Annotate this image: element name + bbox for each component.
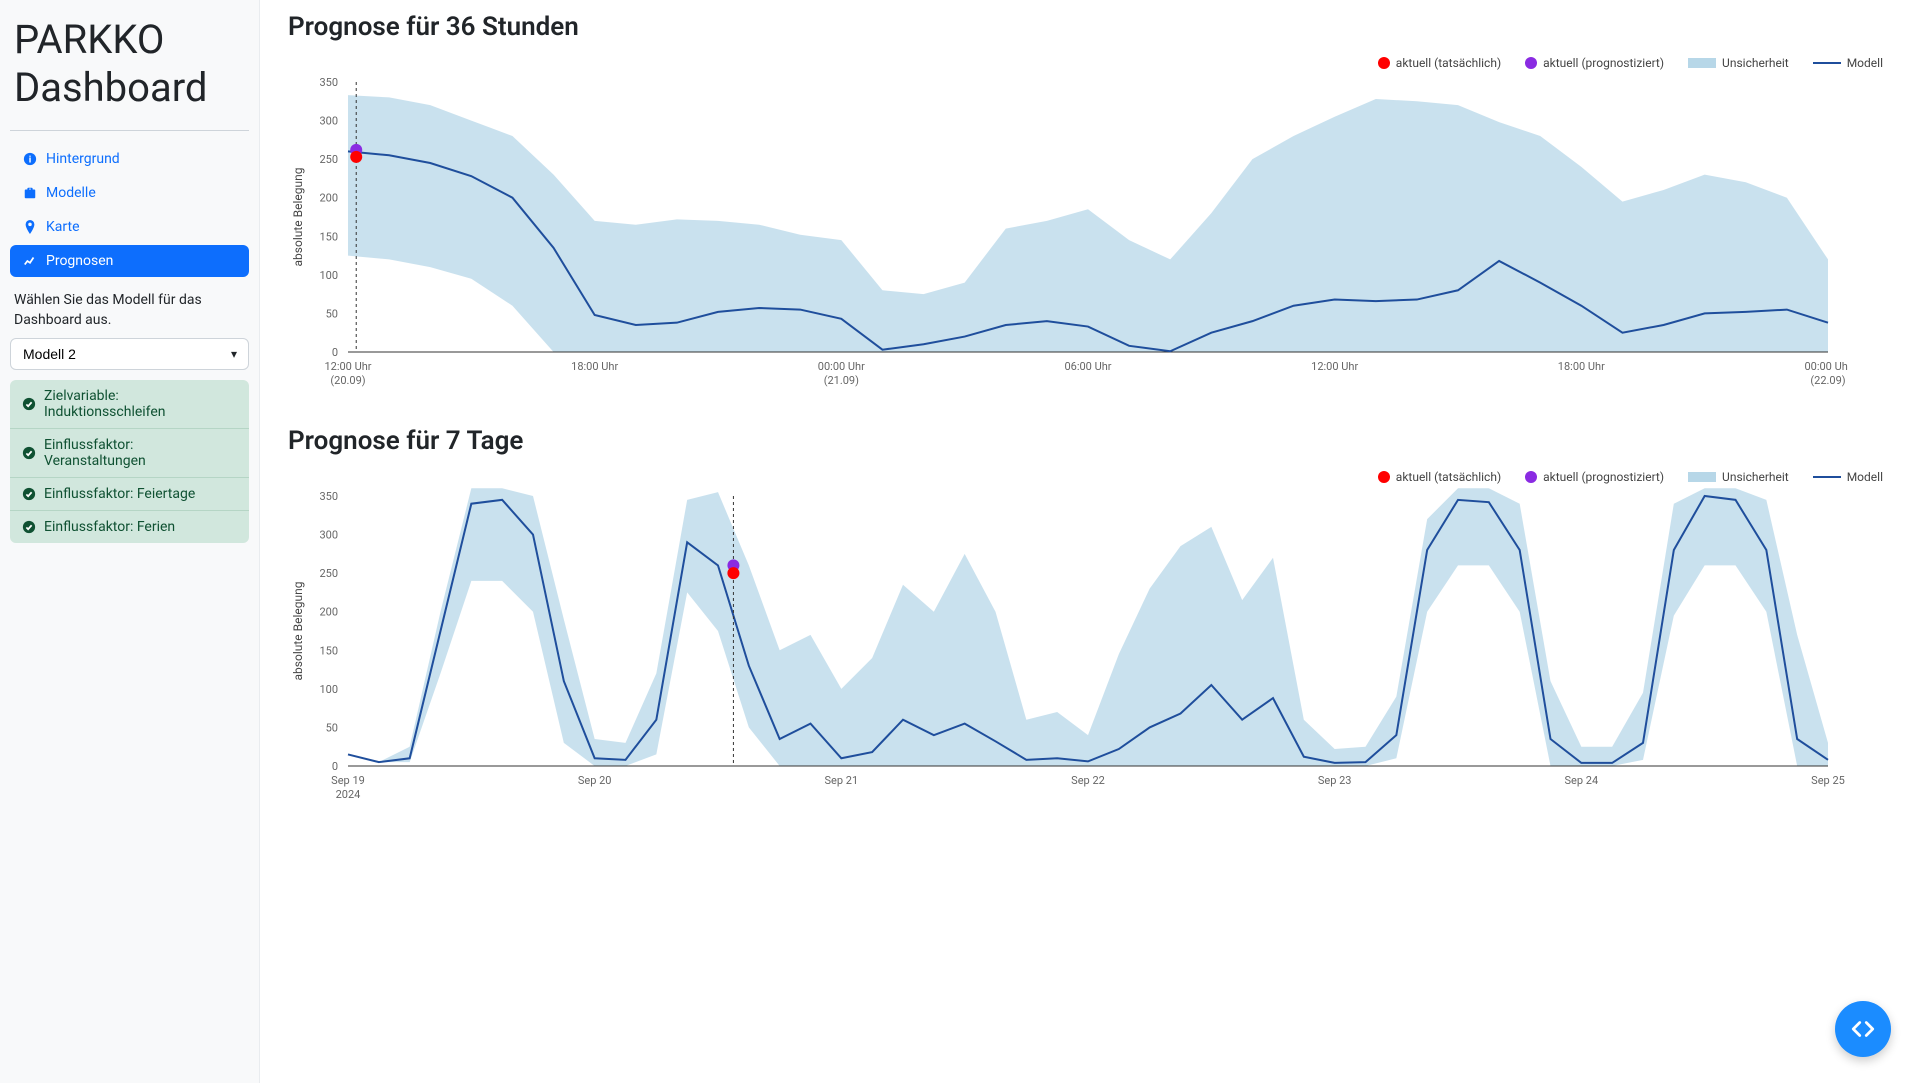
sidebar-item-modelle[interactable]: Modelle — [10, 177, 249, 209]
sidebar: PARKKO Dashboard i Hintergrund Modelle Kart… — [0, 0, 260, 1083]
divider — [10, 130, 249, 131]
chart-36h: aktuell (tatsächlich) aktuell (prognosti… — [288, 50, 1897, 402]
svg-text:200: 200 — [319, 192, 338, 205]
svg-text:50: 50 — [326, 307, 338, 320]
legend-actual: aktuell (tatsächlich) — [1378, 470, 1501, 484]
svg-text:absolute Belegung: absolute Belegung — [291, 582, 305, 681]
model-tag: Einflussfaktor: Ferien — [10, 511, 249, 543]
tag-list: Zielvariable: Induktionsschleifen Einflus… — [10, 380, 249, 543]
legend-uncertainty: Unsicherheit — [1688, 470, 1789, 484]
svg-text:18:00 Uhr: 18:00 Uhr — [571, 360, 618, 373]
chart-36h-legend: aktuell (tatsächlich) aktuell (prognosti… — [288, 50, 1897, 72]
tag-label: Einflussfaktor: Feiertage — [44, 486, 195, 502]
main: Prognose für 36 Stunden aktuell (tatsäch… — [260, 0, 1917, 1083]
svg-text:200: 200 — [319, 606, 338, 619]
legend-actual: aktuell (tatsächlich) — [1378, 56, 1501, 70]
svg-text:300: 300 — [319, 115, 338, 128]
svg-text:350: 350 — [319, 490, 338, 503]
nav-label: Hintergrund — [46, 151, 120, 167]
svg-text:Sep 20: Sep 20 — [578, 774, 612, 787]
svg-text:Sep 25: Sep 25 — [1811, 774, 1845, 787]
legend-predicted: aktuell (prognostiziert) — [1525, 56, 1664, 70]
svg-text:Sep 23: Sep 23 — [1318, 774, 1352, 787]
check-circle-icon — [22, 397, 36, 411]
chart-title-36h: Prognose für 36 Stunden — [288, 12, 1897, 42]
svg-text:Sep 24: Sep 24 — [1565, 774, 1599, 787]
chart-title-7d: Prognose für 7 Tage — [288, 426, 1897, 456]
legend-uncertainty: Unsicherheit — [1688, 56, 1789, 70]
svg-text:100: 100 — [319, 269, 338, 282]
sidebar-item-prognosen[interactable]: Prognosen — [10, 245, 249, 277]
tag-label: Einflussfaktor: Ferien — [44, 519, 175, 535]
tag-label: Zielvariable: Induktionsschleifen — [44, 388, 237, 420]
svg-text:350: 350 — [319, 76, 338, 89]
tag-label: Einflussfaktor: Veranstaltungen — [44, 437, 237, 469]
briefcase-icon — [22, 185, 38, 201]
svg-text:Sep 21: Sep 21 — [825, 774, 859, 787]
check-circle-icon — [22, 520, 36, 534]
svg-text:300: 300 — [319, 529, 338, 542]
svg-text:150: 150 — [319, 230, 338, 243]
svg-text:0: 0 — [332, 346, 338, 359]
svg-text:(20.09): (20.09) — [330, 374, 365, 387]
chart-icon — [22, 253, 38, 269]
svg-text:Sep 19: Sep 19 — [331, 774, 365, 787]
model-tag: Zielvariable: Induktionsschleifen — [10, 380, 249, 429]
nav-list: i Hintergrund Modelle Karte Prognosen — [10, 143, 249, 277]
svg-text:i: i — [29, 155, 32, 166]
code-toggle-fab[interactable] — [1835, 1001, 1891, 1057]
code-icon — [1850, 1016, 1876, 1042]
nav-label: Modelle — [46, 185, 96, 201]
legend-model: Modell — [1813, 56, 1883, 70]
svg-text:2024: 2024 — [336, 788, 361, 801]
info-icon: i — [22, 151, 38, 167]
app-title: PARKKO Dashboard — [10, 10, 249, 118]
svg-text:100: 100 — [319, 683, 338, 696]
pin-icon — [22, 219, 38, 235]
svg-text:06:00 Uhr: 06:00 Uhr — [1064, 360, 1111, 373]
model-hint: Wählen Sie das Modell für das Dashboard … — [14, 291, 245, 330]
svg-text:0: 0 — [332, 760, 338, 773]
svg-text:Sep 22: Sep 22 — [1071, 774, 1105, 787]
chart-7d: aktuell (tatsächlich) aktuell (prognosti… — [288, 464, 1897, 816]
chart-36h-svg[interactable]: 0 50 100 150 200 250 300 350 absolute Belegung 12… — [288, 72, 1848, 402]
svg-text:150: 150 — [319, 644, 338, 657]
model-select[interactable]: Modell 2 — [10, 338, 249, 370]
svg-text:50: 50 — [326, 721, 338, 734]
sidebar-item-hintergrund[interactable]: i Hintergrund — [10, 143, 249, 175]
svg-text:12:00 Uhr: 12:00 Uhr — [324, 360, 371, 373]
check-circle-icon — [22, 487, 36, 501]
chart-7d-legend: aktuell (tatsächlich) aktuell (prognosti… — [288, 464, 1897, 486]
svg-text:12:00 Uhr: 12:00 Uhr — [1311, 360, 1358, 373]
svg-text:250: 250 — [319, 567, 338, 580]
nav-label: Prognosen — [46, 253, 113, 269]
svg-text:(21.09): (21.09) — [824, 374, 859, 387]
model-tag: Einflussfaktor: Feiertage — [10, 478, 249, 511]
sidebar-item-karte[interactable]: Karte — [10, 211, 249, 243]
svg-text:(22.09): (22.09) — [1810, 374, 1845, 387]
legend-predicted: aktuell (prognostiziert) — [1525, 470, 1664, 484]
chart-7d-svg[interactable]: 0 50 100 150 200 250 300 350 absolute Belegung Se… — [288, 486, 1848, 816]
model-tag: Einflussfaktor: Veranstaltungen — [10, 429, 249, 478]
svg-text:absolute Belegung: absolute Belegung — [291, 168, 305, 267]
svg-text:250: 250 — [319, 153, 338, 166]
svg-text:18:00 Uhr: 18:00 Uhr — [1558, 360, 1605, 373]
svg-text:00:00 Uhr: 00:00 Uhr — [1804, 360, 1848, 373]
check-circle-icon — [22, 446, 36, 460]
legend-model: Modell — [1813, 470, 1883, 484]
nav-label: Karte — [46, 219, 80, 235]
model-select-wrap: Modell 2 ▾ — [10, 338, 249, 370]
svg-text:00:00 Uhr: 00:00 Uhr — [818, 360, 865, 373]
